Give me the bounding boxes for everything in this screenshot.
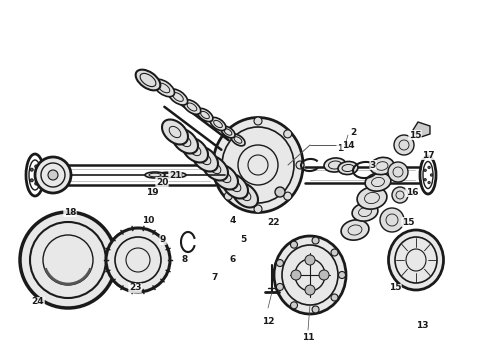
Circle shape xyxy=(312,237,319,244)
Circle shape xyxy=(35,182,38,185)
Text: 3: 3 xyxy=(370,161,376,170)
Ellipse shape xyxy=(172,129,198,153)
Text: 18: 18 xyxy=(64,207,76,216)
Text: 11: 11 xyxy=(302,333,314,342)
Ellipse shape xyxy=(192,147,218,171)
Text: 7: 7 xyxy=(212,274,218,283)
Text: 1: 1 xyxy=(337,144,343,153)
Circle shape xyxy=(20,212,116,308)
Text: 14: 14 xyxy=(342,140,354,149)
Text: 15: 15 xyxy=(389,284,401,292)
Text: 2: 2 xyxy=(350,127,356,136)
Circle shape xyxy=(254,205,262,213)
Circle shape xyxy=(428,181,430,184)
Ellipse shape xyxy=(169,89,188,105)
Circle shape xyxy=(424,179,426,181)
Ellipse shape xyxy=(136,69,160,90)
Ellipse shape xyxy=(213,117,303,212)
Ellipse shape xyxy=(357,187,387,209)
Ellipse shape xyxy=(170,172,186,177)
Circle shape xyxy=(30,168,33,171)
Circle shape xyxy=(106,228,170,292)
Ellipse shape xyxy=(324,158,346,172)
Ellipse shape xyxy=(274,236,346,314)
Ellipse shape xyxy=(212,165,238,189)
Circle shape xyxy=(276,260,283,266)
Text: 17: 17 xyxy=(422,150,434,159)
Circle shape xyxy=(291,270,301,280)
Circle shape xyxy=(291,302,297,309)
Circle shape xyxy=(212,161,220,169)
Circle shape xyxy=(305,285,315,295)
Text: 16: 16 xyxy=(406,188,418,197)
Circle shape xyxy=(331,294,338,301)
Ellipse shape xyxy=(231,134,245,146)
Text: 9: 9 xyxy=(160,235,166,244)
Circle shape xyxy=(224,192,232,200)
Ellipse shape xyxy=(420,156,436,194)
Circle shape xyxy=(254,117,262,125)
Circle shape xyxy=(35,165,38,168)
Circle shape xyxy=(424,169,426,171)
Circle shape xyxy=(284,130,292,138)
Text: 21: 21 xyxy=(169,171,181,180)
Text: 8: 8 xyxy=(182,256,188,265)
Text: 12: 12 xyxy=(262,318,274,327)
Ellipse shape xyxy=(26,154,44,196)
Circle shape xyxy=(305,255,315,265)
Text: 13: 13 xyxy=(416,320,428,329)
Circle shape xyxy=(428,166,430,168)
Text: 23: 23 xyxy=(129,284,141,292)
Text: 4: 4 xyxy=(230,216,236,225)
Ellipse shape xyxy=(183,100,201,114)
Ellipse shape xyxy=(222,174,248,198)
Ellipse shape xyxy=(338,162,358,175)
Text: 15: 15 xyxy=(409,131,421,140)
Ellipse shape xyxy=(341,220,369,240)
Text: 5: 5 xyxy=(240,235,246,244)
Text: 6: 6 xyxy=(230,256,236,265)
Circle shape xyxy=(339,271,345,279)
Ellipse shape xyxy=(182,138,208,162)
Ellipse shape xyxy=(202,156,228,180)
Text: 19: 19 xyxy=(146,188,158,197)
Circle shape xyxy=(48,170,58,180)
Text: 15: 15 xyxy=(402,217,414,226)
Ellipse shape xyxy=(210,117,226,131)
Circle shape xyxy=(38,174,41,176)
Circle shape xyxy=(430,174,433,176)
Circle shape xyxy=(388,162,408,182)
Ellipse shape xyxy=(162,120,188,144)
Circle shape xyxy=(380,208,404,232)
Circle shape xyxy=(275,187,285,197)
Circle shape xyxy=(331,249,338,256)
Ellipse shape xyxy=(221,126,235,138)
Ellipse shape xyxy=(153,79,174,97)
Circle shape xyxy=(296,161,304,169)
Ellipse shape xyxy=(145,172,165,178)
Circle shape xyxy=(312,306,319,313)
Ellipse shape xyxy=(197,108,213,122)
Circle shape xyxy=(319,270,329,280)
Ellipse shape xyxy=(352,203,378,221)
Text: 20: 20 xyxy=(156,177,168,186)
Text: 10: 10 xyxy=(142,216,154,225)
Circle shape xyxy=(284,192,292,200)
Ellipse shape xyxy=(370,157,394,175)
Text: 22: 22 xyxy=(267,217,279,226)
Circle shape xyxy=(291,241,297,248)
Circle shape xyxy=(276,283,283,291)
Circle shape xyxy=(224,130,232,138)
Ellipse shape xyxy=(389,230,443,290)
Polygon shape xyxy=(413,122,430,138)
Text: 24: 24 xyxy=(32,297,44,306)
Circle shape xyxy=(35,157,71,193)
Ellipse shape xyxy=(158,172,176,178)
Circle shape xyxy=(30,179,33,182)
Ellipse shape xyxy=(232,183,258,207)
Circle shape xyxy=(394,135,414,155)
Circle shape xyxy=(392,187,408,203)
Ellipse shape xyxy=(365,173,391,191)
